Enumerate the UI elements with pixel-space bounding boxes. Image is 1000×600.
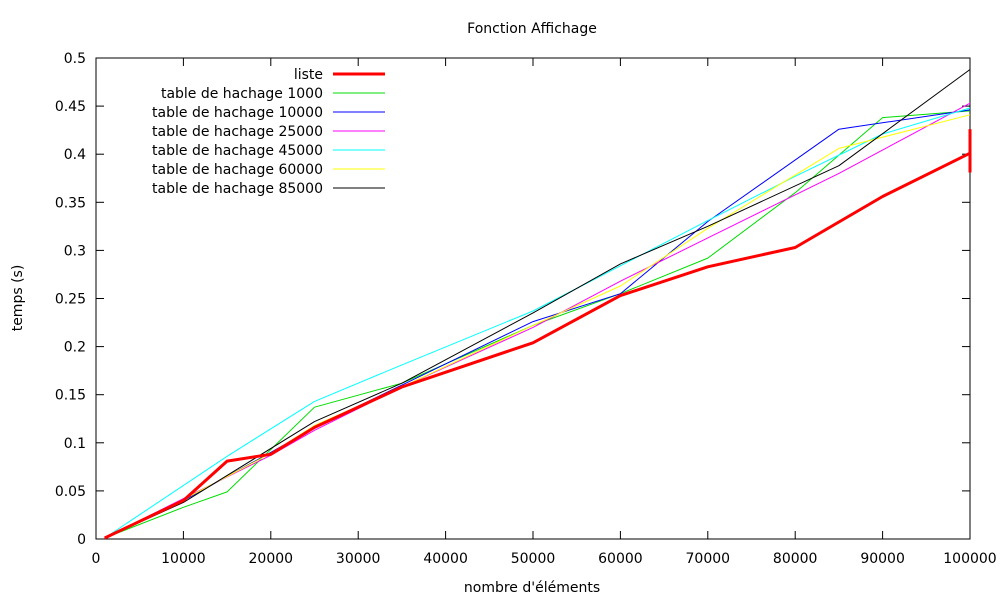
y-tick-label: 0.35 — [55, 195, 86, 211]
x-axis-label: nombre d'éléments — [464, 580, 600, 596]
x-tick-label: 10000 — [161, 551, 206, 567]
legend-item: table de hachage 45000 — [152, 143, 385, 159]
series-line — [104, 151, 971, 540]
y-tick-label: 0 — [77, 532, 86, 548]
legend: liste table de hachage 1000 table de hacha… — [152, 67, 385, 197]
y-axis-label: temps (s) — [10, 265, 26, 332]
legend-label: liste — [294, 67, 323, 83]
y-tick-label: 0.1 — [64, 436, 86, 452]
x-tick-label: 80000 — [773, 551, 818, 567]
y-tick-label: 0.2 — [64, 340, 86, 356]
x-tick-label: 70000 — [686, 551, 731, 567]
legend-item: table de hachage 1000 — [161, 86, 385, 102]
legend-label: table de hachage 25000 — [152, 124, 323, 140]
legend-label: table de hachage 45000 — [152, 143, 323, 159]
series-line — [104, 114, 971, 539]
y-tick-label: 0.15 — [55, 388, 86, 404]
x-tick-label: 50000 — [511, 551, 556, 567]
x-tick-label: 20000 — [249, 551, 294, 567]
y-tick-label: 0.4 — [64, 147, 86, 163]
x-tick-label: 90000 — [860, 551, 905, 567]
series-line — [104, 110, 971, 539]
legend-item: liste — [294, 67, 385, 83]
y-tick-label: 0.3 — [64, 243, 86, 259]
legend-item: table de hachage 85000 — [152, 181, 385, 197]
series-layer — [104, 69, 972, 540]
y-tick-label: 0.45 — [55, 99, 86, 115]
legend-item: table de hachage 10000 — [152, 105, 385, 121]
chart-title: Fonction Affichage — [467, 21, 597, 37]
legend-label: table de hachage 85000 — [152, 181, 323, 197]
y-tick-label: 0.25 — [55, 292, 86, 308]
legend-label: table de hachage 10000 — [152, 105, 323, 121]
ticks-layer: 0 0.05 0.1 0.15 0.2 0.25 0.3 0.35 0.4 0.45 0.5 0 100… — [55, 51, 997, 567]
y-tick-label: 0.5 — [64, 51, 86, 67]
x-tick-label: 40000 — [423, 551, 468, 567]
legend-label: table de hachage 1000 — [161, 86, 323, 102]
legend-item: table de hachage 25000 — [152, 124, 385, 140]
legend-item: table de hachage 60000 — [152, 162, 385, 178]
x-tick-label: 60000 — [598, 551, 643, 567]
series-line — [104, 69, 971, 539]
x-tick-label: 30000 — [336, 551, 381, 567]
x-tick-label: 100000 — [943, 551, 996, 567]
y-tick-label: 0.05 — [55, 484, 86, 500]
x-tick-label: 0 — [92, 551, 101, 567]
legend-label: table de hachage 60000 — [152, 162, 323, 178]
